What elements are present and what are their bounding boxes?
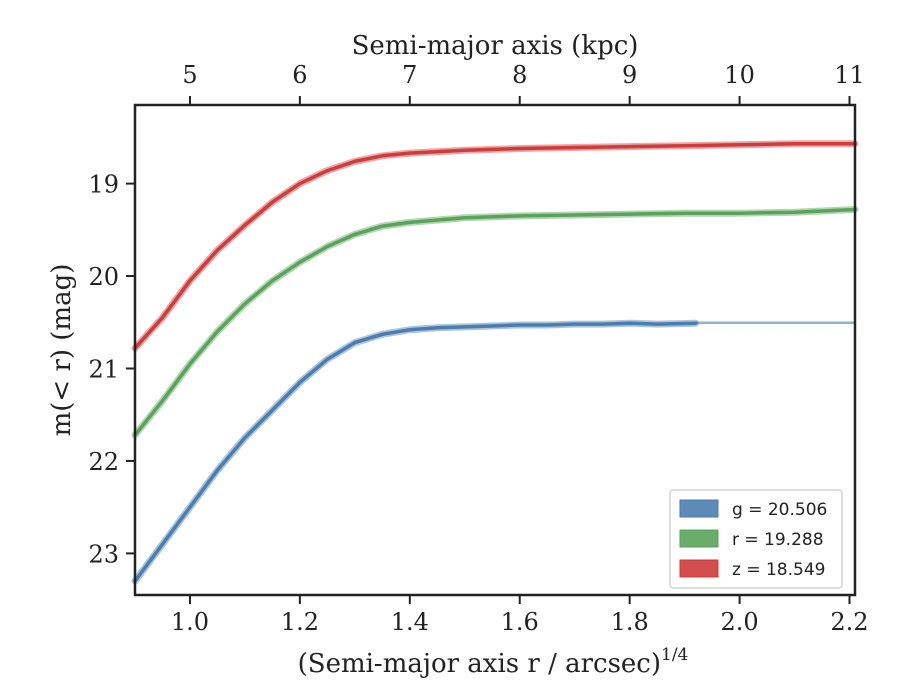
x-tick-label-2: 1.4: [391, 608, 429, 636]
x-tick-label-1: 1.2: [281, 608, 319, 636]
legend-swatch-z: [679, 559, 719, 578]
y-tick-label-0: 19: [88, 171, 119, 199]
top-tick-label-5: 10: [724, 61, 755, 89]
legend: g = 20.506 r = 19.288 z = 18.549: [669, 489, 843, 589]
legend-label-g: g = 20.506: [732, 500, 827, 520]
y-tick-label-1: 20: [88, 263, 119, 291]
y-tick-label-2: 21: [88, 355, 119, 383]
x-tick-label-6: 2.2: [830, 608, 868, 636]
legend-label-z: z = 18.549: [732, 560, 825, 580]
x-tick-label-4: 1.8: [611, 608, 649, 636]
legend-swatch-g: [679, 499, 719, 518]
series-z-line: [133, 142, 857, 350]
legend-label-r: r = 19.288: [732, 530, 824, 550]
top-tick-label-4: 9: [622, 61, 637, 89]
series-layer: [131, 140, 859, 585]
top-tick-label-3: 8: [512, 61, 527, 89]
top-axis-title: Semi-major axis (kpc): [352, 31, 639, 61]
plot-frame: [133, 103, 857, 597]
y-tick-label-4: 23: [88, 540, 119, 568]
top-tick-label-1: 6: [292, 61, 307, 89]
series-g-line: [133, 321, 698, 583]
x-axis-title-text: (Semi-major axis r / arcsec): [298, 649, 661, 679]
x-tick-label-0: 1.0: [171, 608, 209, 636]
top-tick-label-0: 5: [182, 61, 197, 89]
x-axis-title: (Semi-major axis r / arcsec)1/4: [298, 645, 689, 679]
top-tick-label-2: 7: [402, 61, 417, 89]
x-tick-label-3: 1.6: [501, 608, 539, 636]
y-axis-title: m(< r) (mag): [47, 264, 77, 437]
series-r-line: [133, 207, 857, 437]
x-tick-label-5: 2.0: [720, 608, 758, 636]
legend-swatch-r: [679, 529, 719, 548]
top-tick-label-6: 11: [834, 61, 865, 89]
ticks-layer: 1.0 1.2 1.4 1.6 1.8 2.0 2.2 5 6 7 8 9 10 11 19 20 21 22 23: [88, 61, 868, 636]
y-tick-label-3: 22: [88, 448, 119, 476]
series-z-band: [131, 140, 859, 352]
series-g-band: [131, 319, 700, 585]
x-axis-title-exponent: 1/4: [661, 645, 688, 665]
